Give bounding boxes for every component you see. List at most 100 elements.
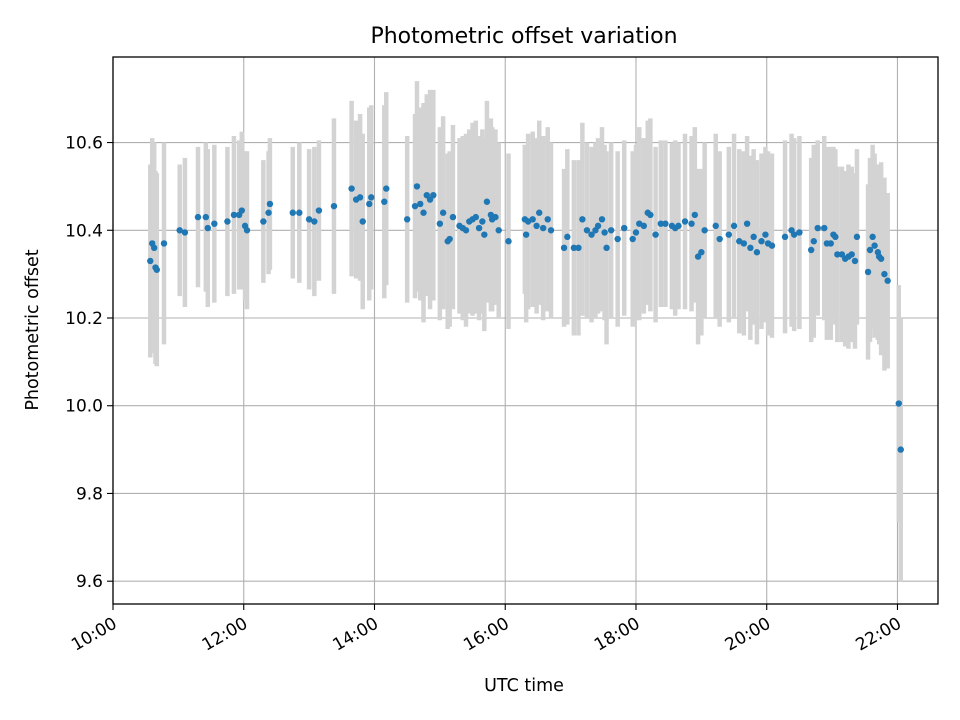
data-point <box>289 209 296 216</box>
data-point <box>147 257 154 265</box>
x-tick-label: 12:00 <box>199 614 251 656</box>
data-point <box>224 218 231 225</box>
data-point <box>758 238 765 245</box>
data-point <box>356 194 364 201</box>
y-tick-label: 9.6 <box>76 572 103 592</box>
data-point <box>423 191 430 199</box>
data-point <box>194 213 202 221</box>
data-point <box>740 240 748 247</box>
data-point <box>430 191 437 199</box>
data-point <box>305 216 313 223</box>
x-tick-label: 16:00 <box>460 614 512 656</box>
data-point <box>827 240 834 247</box>
data-point <box>522 231 530 238</box>
data-point <box>621 224 628 232</box>
data-point <box>796 229 803 236</box>
data-point <box>601 229 608 236</box>
data-point <box>698 249 705 256</box>
data-point <box>449 213 457 221</box>
data-point <box>688 220 695 227</box>
data-point <box>533 222 540 230</box>
data-point <box>315 207 323 214</box>
data-point <box>539 224 547 232</box>
data-point <box>881 270 888 278</box>
data-point <box>536 209 543 216</box>
data-point <box>607 227 615 234</box>
data-point <box>238 207 245 214</box>
data-point <box>747 244 754 252</box>
data-point <box>768 242 776 249</box>
data-point <box>181 229 189 236</box>
data-point <box>790 231 798 238</box>
data-point <box>712 222 719 230</box>
data-point <box>652 231 659 238</box>
data-point <box>420 209 427 216</box>
data-point <box>588 231 595 238</box>
data-point <box>884 277 891 284</box>
x-axis-ticks: 10:00 12:00 14:00 16:00 18:00 20:00 22:00 <box>68 604 905 655</box>
data-point <box>694 253 702 260</box>
data-point <box>426 196 434 203</box>
data-point <box>439 209 447 216</box>
data-point <box>411 202 419 210</box>
data-point <box>202 213 210 221</box>
data-point <box>330 202 338 210</box>
data-point <box>570 244 578 252</box>
data-point <box>544 216 551 223</box>
data-point <box>647 211 654 219</box>
data-point <box>462 227 470 234</box>
data-point <box>475 224 483 232</box>
x-axis-label: UTC time <box>484 676 564 696</box>
data-point <box>834 251 841 258</box>
data-point <box>614 235 621 243</box>
data-point <box>564 233 571 241</box>
data-point <box>594 222 602 230</box>
data-point <box>230 211 238 219</box>
data-point <box>311 218 318 225</box>
data-point <box>483 198 491 205</box>
data-point <box>583 227 591 234</box>
data-point <box>851 257 859 265</box>
data-point <box>743 220 751 227</box>
data-point <box>662 220 669 227</box>
data-point <box>481 231 488 238</box>
data-point <box>629 235 636 243</box>
data-point <box>869 233 876 241</box>
data-point <box>657 220 665 227</box>
data-point <box>413 183 421 190</box>
data-point <box>348 185 355 192</box>
x-tick-label: 20:00 <box>722 614 774 656</box>
data-point <box>632 229 640 236</box>
x-tick-label: 14:00 <box>330 614 382 656</box>
data-point <box>260 218 267 225</box>
data-point <box>877 255 885 262</box>
data-point <box>436 220 444 227</box>
data-point <box>762 231 769 238</box>
data-point <box>417 200 424 208</box>
data-point <box>366 200 373 208</box>
data-point <box>810 238 817 245</box>
data-point <box>864 268 872 276</box>
data-points <box>147 183 904 453</box>
x-tick-label: 18:00 <box>591 614 643 656</box>
data-point <box>866 246 874 254</box>
data-point <box>753 249 761 256</box>
y-axis-ticks: 9.6 9.8 10.0 10.2 10.4 10.6 <box>65 134 113 592</box>
data-point <box>640 222 648 230</box>
data-point <box>681 218 689 225</box>
chart-title: Photometric offset variation <box>370 24 677 49</box>
data-point <box>781 233 789 241</box>
data-point <box>691 211 699 219</box>
data-point <box>750 233 757 241</box>
data-point <box>547 227 555 234</box>
y-tick-label: 10.4 <box>65 221 103 241</box>
data-point <box>848 251 855 258</box>
data-point <box>814 224 821 232</box>
data-point <box>579 216 586 223</box>
y-tick-label: 9.8 <box>76 484 103 504</box>
data-point <box>505 238 512 245</box>
data-point <box>265 209 272 216</box>
y-axis-label: Photometric offset <box>23 249 43 410</box>
data-point <box>383 185 390 192</box>
data-point <box>897 446 904 453</box>
